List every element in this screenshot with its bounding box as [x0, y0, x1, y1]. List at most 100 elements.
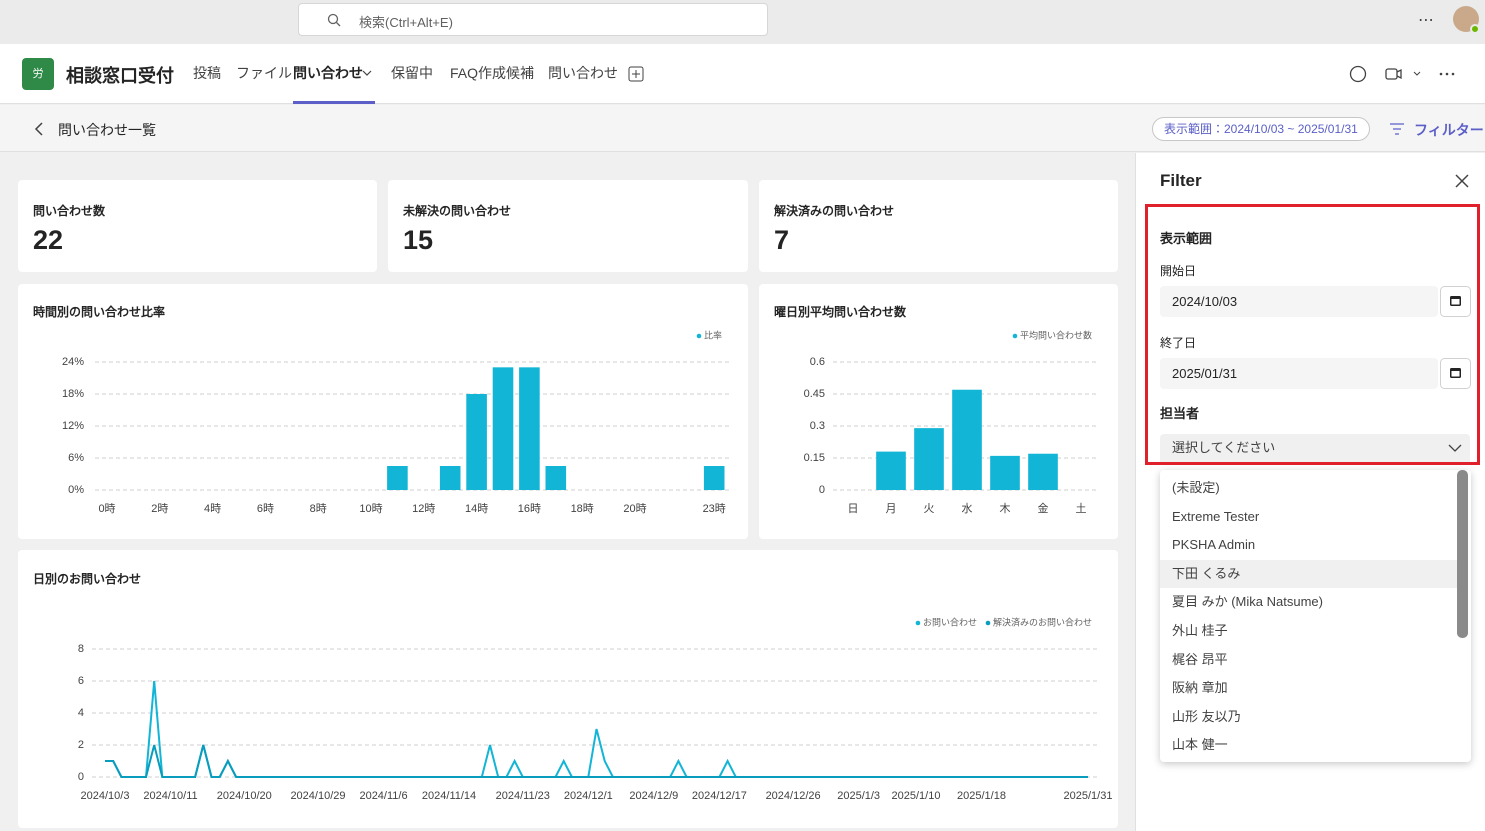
app-name: 相談窓口受付 — [66, 66, 174, 86]
kpi-label: 未解決の問い合わせ — [403, 204, 512, 218]
y-tick-label: 0.45 — [804, 388, 825, 400]
add-tab[interactable] — [628, 66, 644, 82]
line — [105, 744, 1088, 778]
y-tick-label: 4 — [78, 707, 84, 719]
x-tick-label: 23時 — [703, 502, 726, 515]
bar — [545, 466, 567, 490]
date-input[interactable]: 2025/01/31 — [1160, 358, 1438, 389]
dropdown-option[interactable]: 阪納 章加 — [1172, 680, 1228, 696]
section-title: 表示範囲 — [1160, 231, 1213, 246]
dropdown-option[interactable]: 山本 健一 — [1172, 737, 1228, 753]
tab-active[interactable]: 問い合わせ — [293, 65, 363, 81]
app-header — [0, 44, 1485, 104]
kpi-card: 解決済みの問い合わせ 7 — [759, 180, 1118, 272]
x-tick-label: 土 — [1076, 502, 1087, 515]
x-tick-label: 16時 — [518, 502, 541, 515]
calendar-button[interactable] — [1440, 358, 1471, 389]
dropdown-option[interactable]: Extreme Tester — [1172, 508, 1260, 524]
x-tick-label: 2024/11/23 — [496, 790, 550, 802]
y-tick-label: 2 — [78, 739, 84, 751]
y-tick-label: 0% — [68, 484, 84, 496]
legend-dot — [915, 620, 921, 626]
chart-card — [18, 550, 1118, 828]
x-tick-label: 2024/12/17 — [692, 790, 747, 802]
kpi-value: 15 — [403, 225, 434, 255]
y-tick-label: 24% — [62, 356, 84, 368]
x-tick-label: 2025/1/18 — [957, 790, 1006, 802]
legend-label: 比率 — [704, 329, 722, 340]
kpi-card: 問い合わせ数 22 — [18, 180, 377, 272]
field-label: 終了日 — [1160, 336, 1197, 350]
search-placeholder: 検索(Ctrl+Alt+E) — [359, 15, 453, 30]
kpi-card: 未解決の問い合わせ 15 — [388, 180, 748, 272]
x-tick-label: 2024/12/9 — [629, 790, 678, 802]
dropdown-option[interactable]: PKSHA Admin — [1172, 537, 1256, 553]
status-dot — [1470, 24, 1480, 34]
x-tick-label: 18時 — [571, 502, 594, 515]
x-tick-label: 12時 — [412, 502, 435, 515]
chart-title: 曜日別平均問い合わせ数 — [774, 304, 907, 319]
legend-dot — [1012, 333, 1018, 339]
y-tick-label: 0.15 — [804, 452, 825, 464]
more-icon[interactable]: ⋯ — [1418, 12, 1434, 29]
bar — [492, 367, 514, 490]
tab[interactable]: 保留中 — [391, 65, 433, 81]
filter-button[interactable]: フィルター — [1414, 122, 1484, 138]
back-icon[interactable] — [34, 122, 44, 136]
dropdown-option[interactable]: 山形 友以乃 — [1172, 708, 1241, 724]
dropdown-option[interactable]: 下田 くるみ — [1160, 559, 1457, 589]
close-icon[interactable] — [1455, 174, 1469, 188]
y-tick-label: 12% — [62, 420, 84, 432]
kpi-label: 解決済みの問い合わせ — [774, 204, 895, 218]
legend-label: 解決済みのお問い合わせ — [993, 616, 1092, 627]
search-icon — [327, 13, 341, 27]
bar — [876, 451, 906, 490]
range-chip[interactable]: 表示範囲：2024/10/03 ~ 2025/01/31 — [1152, 117, 1370, 141]
dropdown-option[interactable]: 梶谷 昂平 — [1172, 651, 1228, 667]
x-tick-label: 金 — [1038, 502, 1049, 515]
x-tick-label: 月 — [886, 503, 897, 515]
field-label: 担当者 — [1160, 406, 1200, 421]
filter-title: Filter — [1160, 171, 1202, 190]
header-icons[interactable] — [1348, 64, 1458, 84]
chart-card — [18, 284, 748, 539]
x-tick-label: 14時 — [465, 502, 488, 515]
bar — [466, 394, 487, 490]
calendar-button[interactable] — [1440, 286, 1471, 317]
bar — [990, 455, 1020, 490]
field-label: 開始日 — [1160, 264, 1197, 278]
y-tick-label: 0 — [78, 771, 84, 783]
legend-label: お問い合わせ — [923, 616, 977, 627]
x-tick-label: 2024/10/11 — [143, 790, 197, 802]
y-tick-label: 18% — [62, 388, 84, 400]
tab[interactable]: ファイル — [236, 65, 292, 81]
dropdown — [1160, 470, 1471, 762]
date-input[interactable]: 2024/10/03 — [1160, 286, 1438, 317]
y-tick-label: 0.6 — [810, 356, 825, 368]
x-tick-label: 4時 — [204, 502, 221, 515]
x-tick-label: 2024/10/3 — [81, 790, 130, 802]
legend-label: 平均問い合わせ数 — [1020, 329, 1092, 340]
dropdown-option[interactable]: (未設定) — [1172, 480, 1220, 495]
tab[interactable]: 投稿 — [193, 65, 221, 81]
app-icon: 労 — [22, 58, 54, 90]
bar — [703, 466, 725, 490]
x-tick-label: 6時 — [257, 502, 274, 515]
kpi-value: 7 — [774, 225, 790, 255]
breadcrumb-title: 問い合わせ一覧 — [58, 122, 156, 138]
x-tick-label: 8時 — [310, 502, 327, 515]
x-tick-label: 2024/12/26 — [766, 790, 821, 802]
tab-underline — [293, 101, 375, 104]
assignee-select[interactable]: 選択してください — [1160, 434, 1470, 462]
dropdown-option[interactable]: 外山 桂子 — [1172, 623, 1228, 638]
y-tick-label: 0 — [819, 484, 825, 496]
y-tick-label: 6 — [78, 675, 84, 687]
tab[interactable]: FAQ作成候補 — [450, 65, 535, 81]
x-tick-label: 2025/1/31 — [1064, 790, 1113, 802]
bar — [1028, 453, 1058, 490]
search-box[interactable]: 検索(Ctrl+Alt+E) — [298, 3, 768, 36]
tab[interactable]: 問い合わせ — [548, 65, 618, 81]
kpi-label: 問い合わせ数 — [33, 204, 106, 218]
dropdown-option[interactable]: 夏目 みか (Mika Natsume) — [1172, 594, 1323, 610]
